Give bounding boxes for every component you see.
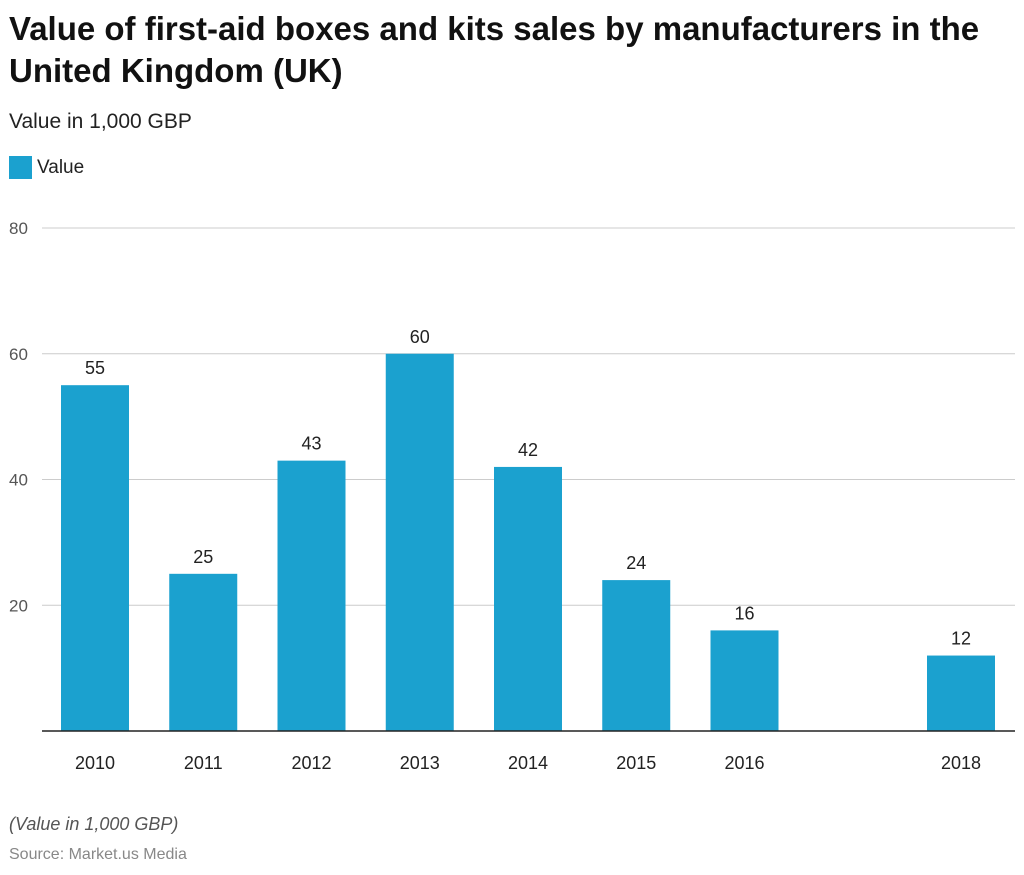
x-tick-label: 2018: [941, 753, 981, 773]
y-tick-label: 60: [9, 345, 28, 364]
data-label: 42: [518, 440, 538, 460]
bar: [385, 353, 454, 731]
x-tick-label: 2016: [724, 753, 764, 773]
bar: [277, 460, 346, 731]
data-label: 16: [734, 603, 754, 623]
chart-source: Source: Market.us Media: [9, 846, 187, 863]
bar: [710, 630, 779, 731]
x-tick-label: 2012: [291, 753, 331, 773]
legend-label: Value: [37, 156, 85, 178]
x-tick-label: 2014: [508, 753, 548, 773]
data-label: 43: [301, 434, 321, 454]
data-label: 25: [193, 547, 213, 567]
chart-title: Value of first-aid boxes and kits sales …: [9, 10, 980, 89]
chart-note: (Value in 1,000 GBP): [9, 814, 179, 834]
y-tick-label: 80: [9, 219, 28, 238]
bar: [169, 573, 238, 731]
x-tick-label: 2013: [400, 753, 440, 773]
x-tick-label: 2015: [616, 753, 656, 773]
data-label: 55: [85, 358, 105, 378]
bar: [61, 385, 129, 731]
y-tick-label: 40: [9, 471, 28, 490]
x-tick-label: 2011: [184, 753, 223, 773]
x-tick-label: 2010: [75, 753, 115, 773]
y-tick-label: 20: [9, 596, 28, 615]
chart-subtitle: Value in 1,000 GBP: [9, 110, 192, 133]
legend: Value: [9, 156, 84, 179]
data-label: 24: [626, 553, 646, 573]
legend-swatch: [9, 156, 32, 179]
bar: [927, 655, 995, 731]
data-label: 60: [410, 327, 430, 347]
bar: [602, 580, 671, 731]
data-label: 12: [951, 629, 971, 649]
bar: [494, 466, 562, 731]
